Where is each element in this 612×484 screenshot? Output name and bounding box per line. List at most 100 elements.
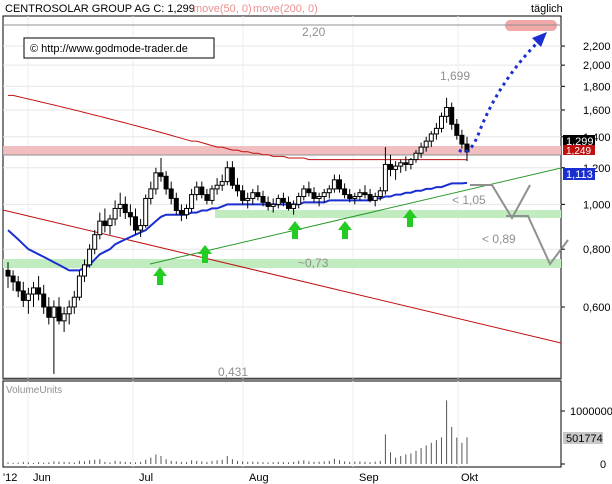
candle-body (168, 188, 174, 199)
candle (46, 297, 52, 325)
period-label: täglich (531, 3, 563, 15)
candle-body (255, 192, 261, 198)
projection-path-2 (506, 215, 569, 266)
candle (439, 112, 444, 133)
candle (163, 171, 169, 195)
candle-body (433, 127, 439, 135)
candle-body (286, 201, 291, 209)
candle (331, 174, 337, 193)
candle (433, 122, 439, 140)
candle-body (56, 306, 62, 322)
candle-body (97, 220, 103, 236)
candle (321, 188, 327, 203)
candle-body (454, 123, 460, 136)
candle (10, 270, 16, 291)
candle-body (342, 188, 348, 196)
candle (454, 118, 460, 140)
candle (423, 136, 429, 152)
candle-body (403, 162, 409, 165)
candle (61, 307, 67, 332)
candle-body (240, 190, 246, 201)
candle (367, 188, 373, 203)
candle-body (306, 188, 312, 194)
ma-value-tag (563, 145, 595, 155)
time-label: Aug (249, 472, 269, 484)
candle-body (347, 194, 353, 199)
candle (82, 259, 87, 282)
candle-body (51, 306, 57, 318)
ma200-legend: move(200, 0) (253, 3, 318, 15)
green-up-arrow (153, 267, 167, 285)
candle (107, 214, 113, 235)
time-label: '12 (3, 472, 17, 484)
candle-body (189, 194, 195, 209)
candle-body (107, 218, 113, 227)
candle (133, 208, 138, 235)
candle (189, 188, 195, 213)
candles (5, 97, 470, 374)
candle (229, 161, 235, 189)
candle (250, 188, 256, 205)
candle (260, 190, 266, 207)
candle-body (270, 203, 276, 207)
blue-value-tag-text: 1,113 (566, 169, 593, 181)
candle-body (194, 186, 200, 196)
target-arrow-head (532, 32, 547, 47)
candle (352, 192, 358, 205)
candle (280, 192, 286, 207)
green-up-arrow (403, 209, 417, 227)
ma-value-tag-text: 1,249 (566, 146, 591, 157)
candle-body (41, 293, 47, 308)
candle-body (173, 197, 179, 212)
candle-body (393, 165, 399, 170)
candle-body (408, 159, 414, 165)
candle (301, 185, 307, 201)
time-label: Jun (33, 472, 51, 484)
candle (15, 276, 21, 298)
price-tick-label: 2,000 (583, 60, 611, 72)
candle (306, 181, 312, 197)
candle-body (20, 290, 26, 301)
volume-tick-label: 0 (600, 459, 606, 471)
candle-body (301, 188, 307, 198)
candle (255, 185, 261, 201)
candle (178, 204, 184, 222)
last-price-tag (563, 135, 595, 147)
candle (224, 161, 230, 186)
candle (245, 192, 251, 209)
candle (102, 208, 108, 233)
candle (92, 230, 98, 255)
price-tick-label: 1,800 (583, 81, 611, 93)
candle-body (245, 197, 251, 201)
candle (87, 244, 93, 268)
candle (184, 204, 189, 219)
target-arrow-path (458, 38, 542, 154)
candle-body (377, 190, 383, 198)
candle-body (117, 203, 123, 209)
candle-body (428, 133, 434, 142)
candle-body (92, 234, 98, 250)
candle-body (46, 306, 52, 318)
level-label-073: ~0,73 (298, 256, 329, 270)
volume-bars (7, 400, 468, 464)
candle-body (291, 203, 297, 209)
candle (36, 276, 42, 301)
candle-body (321, 192, 327, 198)
support-zone-upper (215, 210, 561, 218)
level-label-0431: 0,431 (218, 365, 248, 379)
candle-body (87, 248, 93, 266)
candle (408, 157, 414, 170)
candle-body (367, 194, 373, 201)
candle (388, 154, 393, 177)
time-label: Okt (461, 472, 478, 484)
volume-panel-frame (2, 380, 562, 468)
chart-title: CENTROSOLAR GROUP AG C: 1,299 (5, 3, 195, 15)
candle (403, 156, 409, 172)
candle-body (250, 192, 256, 199)
candle-body (280, 197, 286, 203)
candle-body (158, 172, 164, 177)
candle-body (331, 179, 337, 190)
candle-body (275, 197, 281, 205)
price-tick-label: 2,200 (583, 41, 611, 53)
